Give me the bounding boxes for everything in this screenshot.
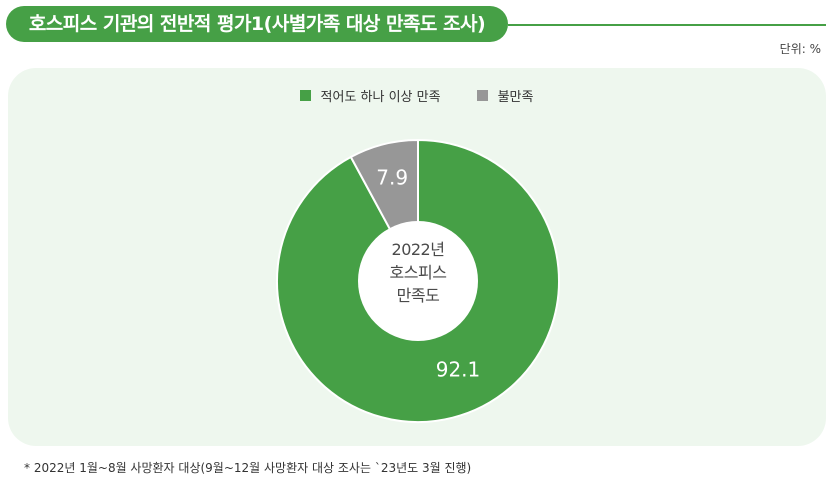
center-line-satisfaction: 만족도 [396, 286, 440, 305]
legend-swatch-dissatisfied [476, 90, 488, 101]
legend: 적어도 하나 이상 만족 불만족 [0, 86, 833, 105]
legend-swatch-satisfied [299, 90, 311, 101]
title-underline [508, 24, 826, 26]
legend-label-satisfied: 적어도 하나 이상 만족 [320, 90, 441, 105]
legend-item-satisfied: 적어도 하나 이상 만족 [299, 86, 441, 105]
data-label-dissatisfied: 7.9 [376, 166, 408, 190]
center-line-hospice: 호스피스 [389, 263, 447, 282]
data-label-satisfied: 92.1 [436, 358, 481, 382]
footnote: * 2022년 1월~8월 사망환자 대상(9월~12월 사망환자 대상 조사는… [24, 461, 472, 475]
donut-center-label: 2022년 호스피스 만족도 [358, 238, 478, 307]
legend-label-dissatisfied: 불만족 [497, 90, 534, 105]
chart-title: 호스피스 기관의 전반적 평가1(사별가족 대상 만족도 조사) [6, 6, 508, 42]
center-line-year: 2022년 [391, 240, 445, 259]
legend-item-dissatisfied: 불만족 [476, 86, 534, 105]
unit-label: 단위: % [779, 42, 821, 56]
donut-hole [358, 221, 478, 341]
